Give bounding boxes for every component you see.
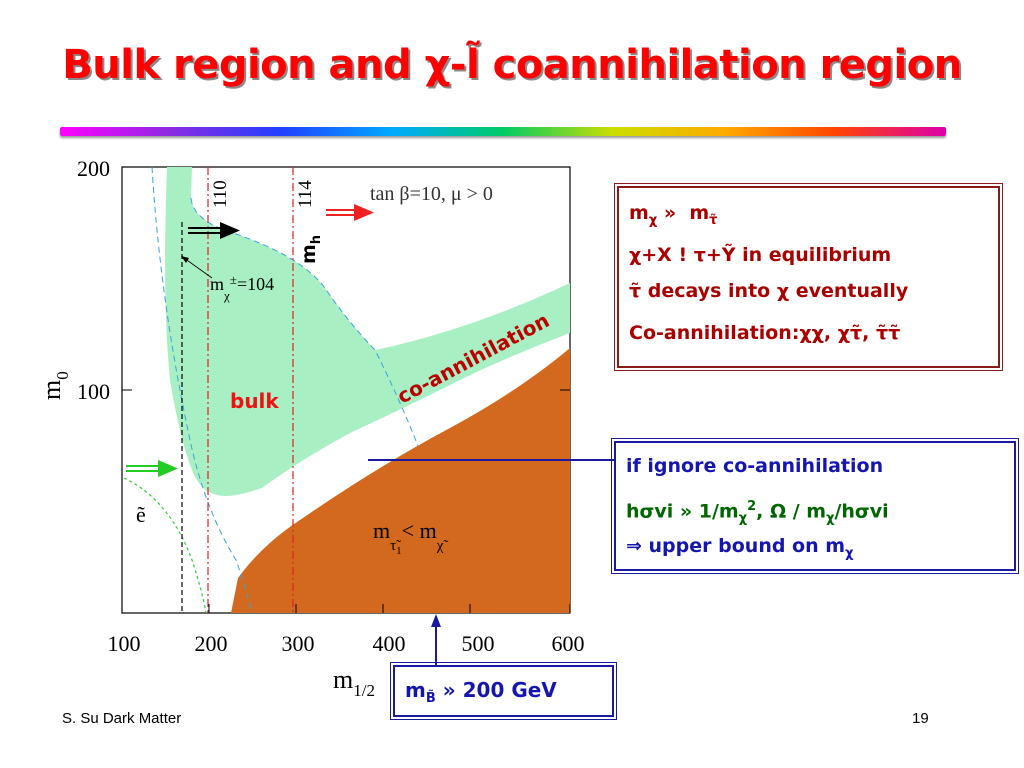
black-double-arrow	[188, 222, 240, 239]
mass-relation-line: mχ » mτ̃	[629, 202, 718, 228]
relic-density-line: hσvi » 1/mχ2, Ω / mχ/hσvi	[626, 499, 889, 527]
stau-lsp-label: mτ̃1< mχ̃	[373, 518, 448, 557]
x-tick-label: 100	[108, 631, 141, 656]
red-double-arrow	[326, 204, 374, 221]
x-tick-labels: 100 200 300 400 500 600	[108, 631, 585, 656]
ignore-heading-line: if ignore co-annihilation	[626, 455, 884, 477]
y-axis-ticks	[122, 166, 570, 391]
y-tick-label: 200	[77, 156, 110, 181]
y-axis-label: m0	[37, 371, 72, 400]
y-tick-labels: 100 200	[77, 156, 110, 404]
coannihilation-channels-line: Co-annihilation:χχ, χτ̃, τ̃τ̃	[629, 322, 901, 344]
x-tick-label: 600	[552, 631, 585, 656]
chargino-mass-label: mχ±=104	[210, 272, 274, 303]
x-tick-label: 400	[373, 631, 406, 656]
chargino-pointer-head	[181, 256, 189, 263]
equilibrium-line: χ+X ! τ+Ỹ in equilibrium	[629, 244, 892, 266]
mass-box-connector	[431, 614, 441, 665]
ignore-coannihilation-box: if ignore co-annihilation hσvi » 1/mχ2, …	[611, 438, 1019, 574]
selectron-curve	[123, 477, 207, 614]
higgs-mass-label: mh	[298, 235, 324, 264]
green-double-arrow	[126, 460, 178, 477]
x-tick-label: 200	[195, 631, 228, 656]
bino-mass-line: mB̃ » 200 GeV	[405, 678, 557, 706]
x-axis-ticks	[121, 604, 571, 613]
x-tick-label: 300	[282, 631, 315, 656]
coannihilation-band	[165, 167, 571, 496]
upper-bound-line: ⇒ upper bound on mχ	[626, 535, 854, 561]
stau-lsp-excluded-region	[231, 348, 570, 613]
higgs-110-label: 110	[210, 180, 231, 208]
x-tick-label: 500	[462, 631, 495, 656]
page-number: 19	[912, 710, 929, 727]
footer-author: S. Su Dark Matter	[62, 710, 182, 727]
decay-line: τ̃ decays into χ eventually	[629, 280, 909, 302]
bulk-label: bulk	[230, 389, 279, 413]
physics-notes-box: mχ » mτ̃ χ+X ! τ+Ỹ in equilibrium τ̃ dec…	[614, 183, 1003, 371]
chargino-pointer-line	[183, 257, 213, 279]
lower-boundary-dashed-curve	[151, 166, 253, 614]
slide-title: Bulk region and χ-l̃ coannihilation regi…	[62, 42, 962, 88]
title-divider-bar	[60, 127, 946, 136]
parameters-label: tan β=10, μ > 0	[370, 183, 493, 205]
higgs-114-label: 114	[295, 180, 316, 208]
selectron-label: ẽ	[136, 502, 146, 527]
bino-mass-box: mB̃ » 200 GeV	[390, 662, 617, 720]
x-axis-label: m1/2	[333, 665, 375, 700]
y-tick-label: 100	[77, 379, 110, 404]
